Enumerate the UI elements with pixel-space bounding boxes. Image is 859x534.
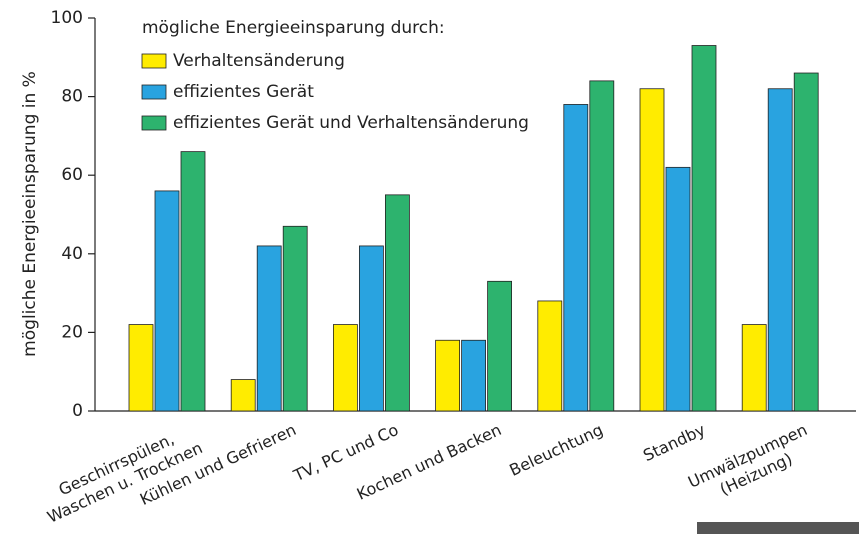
- bar: [128, 324, 154, 412]
- bar: [767, 88, 793, 412]
- y-tick-label: 20: [61, 322, 83, 342]
- legend-title: mögliche Energieeinsparung durch:: [142, 18, 445, 38]
- bar: [180, 151, 206, 412]
- bar: [741, 324, 767, 412]
- decoration: [697, 522, 859, 534]
- legend-label: effizientes Gerät: [173, 82, 314, 102]
- y-axis-label: mögliche Energieeinsparung in %: [20, 71, 40, 357]
- bar: [154, 190, 180, 412]
- bar: [487, 280, 513, 412]
- bar: [332, 324, 358, 412]
- bar: [282, 225, 308, 412]
- bar: [435, 339, 461, 412]
- y-tick-label: 80: [61, 87, 83, 107]
- y-tick-label: 40: [61, 244, 83, 264]
- legend-label: Verhaltensänderung: [173, 51, 345, 71]
- y-tick-label: 0: [72, 401, 83, 421]
- legend-swatch: [141, 84, 167, 100]
- bar: [639, 88, 665, 412]
- bar: [230, 379, 256, 412]
- bar: [563, 104, 589, 412]
- legend-swatch: [141, 115, 167, 131]
- y-tick-label: 100: [51, 8, 83, 28]
- bar: [537, 300, 563, 412]
- bar: [793, 72, 819, 412]
- bar: [358, 245, 384, 412]
- bar: [461, 339, 487, 412]
- bar: [691, 45, 717, 412]
- bar: [665, 166, 691, 412]
- legend-label: effizientes Gerät und Verhaltensänderung: [173, 113, 529, 133]
- bar: [256, 245, 282, 412]
- bar: [589, 80, 615, 412]
- legend-swatch: [141, 53, 167, 69]
- y-tick-label: 60: [61, 165, 83, 185]
- bar: [384, 194, 410, 412]
